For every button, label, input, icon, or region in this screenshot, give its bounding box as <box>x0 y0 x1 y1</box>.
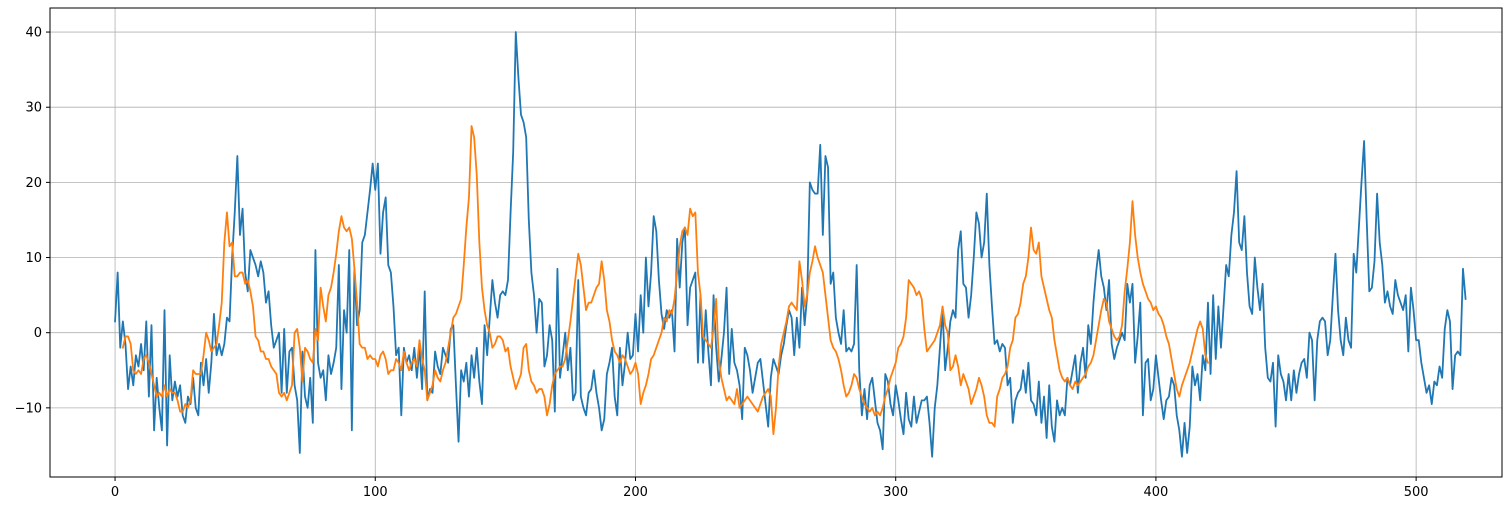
series-layer <box>114 31 1467 458</box>
x-tick-label: 300 <box>883 485 908 500</box>
x-tick-label: 0 <box>111 485 119 500</box>
y-axis: −10 0 10 20 30 40 <box>15 26 50 416</box>
x-tick-label: 500 <box>1404 485 1429 500</box>
y-tick-label: 30 <box>25 101 42 116</box>
x-tick-label: 100 <box>363 485 388 500</box>
y-tick-label: 10 <box>25 251 42 266</box>
y-tick-label: 0 <box>34 326 42 341</box>
plot-frame <box>49 7 1503 478</box>
series-line-2 <box>121 125 1210 436</box>
x-tick-label: 200 <box>623 485 648 500</box>
series-line-1 <box>114 31 1467 458</box>
x-tick-label: 400 <box>1143 485 1168 500</box>
y-tick-label: −10 <box>15 401 42 416</box>
y-tick-label: 20 <box>25 176 42 191</box>
x-axis: 0 100 200 300 400 500 <box>111 477 1429 500</box>
y-tick-label: 40 <box>25 26 42 41</box>
